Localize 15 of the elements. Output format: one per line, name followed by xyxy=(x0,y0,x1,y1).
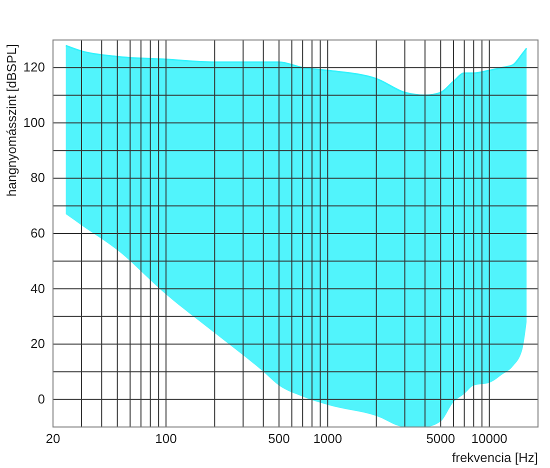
y-tick-label: 60 xyxy=(30,226,45,240)
x-tick-label: 100 xyxy=(155,431,177,446)
y-tick-label: 20 xyxy=(30,336,45,352)
x-axis-title: frekvencia [Hz] xyxy=(452,450,538,465)
y-tick-label: 40 xyxy=(30,280,45,296)
x-tick-label: 1000 xyxy=(313,431,342,446)
y-tick-label: 120 xyxy=(23,60,45,75)
x-tick-label: 5000 xyxy=(426,431,456,446)
y-tick-label: 80 xyxy=(30,170,45,186)
y-tick-label: 100 xyxy=(23,114,45,130)
x-tick-label: 500 xyxy=(268,431,290,446)
x-tick-label: 20 xyxy=(46,431,60,446)
x-tick-label: 10000 xyxy=(471,431,508,446)
y-tick-label: 0 xyxy=(38,391,45,406)
y-axis-title: hangnyomásszint [dBSPL] xyxy=(4,44,19,196)
